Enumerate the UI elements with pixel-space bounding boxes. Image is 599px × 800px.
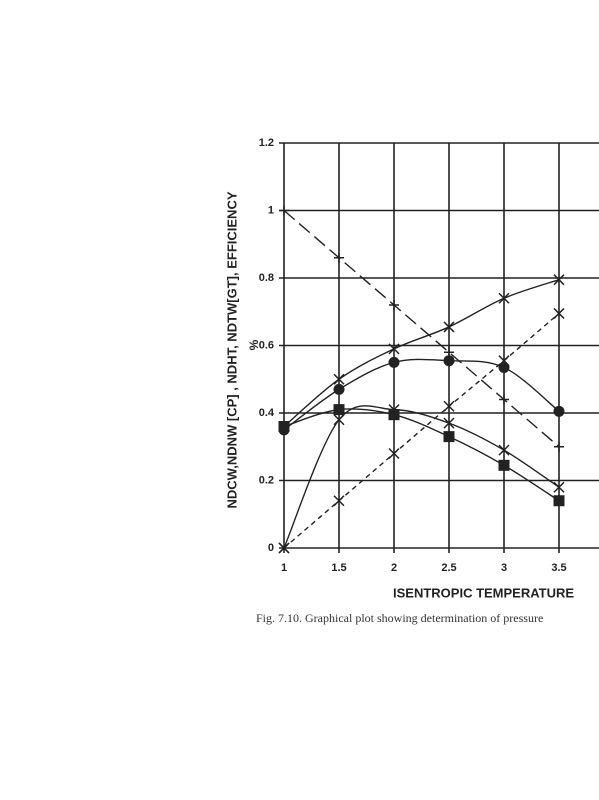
marker [278,421,290,432]
marker [334,252,344,263]
marker [443,321,455,333]
marker [388,356,400,368]
y-tick-label: 0.4 [259,407,275,419]
marker [498,361,510,373]
y-tick-label: 0.8 [259,272,274,284]
y-tick-label: 0 [268,542,274,554]
series-line [283,312,560,549]
marker [498,459,510,471]
y-tick-label: 1.2 [259,137,274,149]
marker [279,205,289,216]
x-tick-label: 1.5 [331,562,346,574]
marker [554,441,564,452]
marker [553,405,565,417]
caption: Fig. 7.10. Graphical plot showing determ… [256,611,543,625]
marker [498,292,510,304]
y-tick-label: 0.6 [259,339,274,351]
marker [333,373,345,385]
marker [553,481,565,493]
marker [388,447,400,460]
marker [553,307,565,319]
marker [333,414,345,426]
y-axis-label: NDCW,NDNW [CP] , NDHT, NDTW[GT], EFFICIE… [224,191,239,508]
x-tick-label: 2.5 [441,562,456,574]
x-axis-label: ISENTROPIC TEMPERATURE [393,585,574,600]
marker [333,404,345,416]
y-tick-label: 1 [268,204,274,216]
marker [333,383,345,395]
x-tick-label: 2 [391,562,397,574]
marker [333,495,345,507]
series-line [283,209,560,448]
marker [553,495,565,507]
marker [388,343,400,355]
marker [278,542,290,554]
marker [498,444,510,456]
marker [388,409,400,421]
marker [443,400,455,412]
series-line [283,405,560,549]
marker [443,355,455,367]
x-tick-label: 1 [281,562,287,574]
y-tick-label: 0.2 [259,474,274,486]
series-line [283,408,560,502]
y-axis-unit: % [247,339,261,350]
marker [389,300,399,310]
marker [443,431,455,443]
series-line [283,279,560,428]
series-line [283,358,560,431]
marker [499,394,509,405]
x-tick-label: 3.5 [551,562,566,574]
marker [553,274,565,286]
marker [443,417,455,429]
x-tick-label: 3 [501,562,507,574]
